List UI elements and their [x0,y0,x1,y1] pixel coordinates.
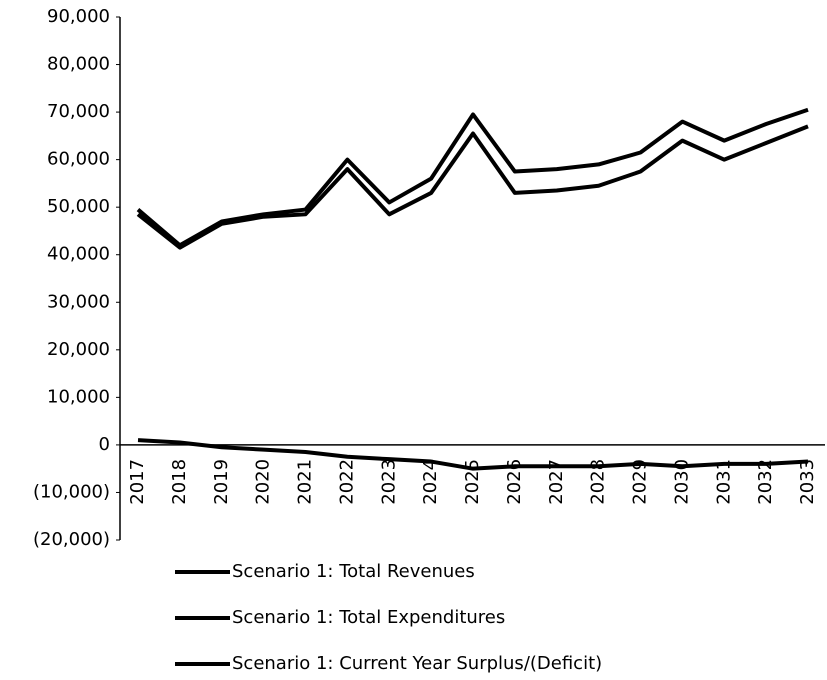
legend-label: Scenario 1: Current Year Surplus/(Defici… [232,653,602,674]
x-tick-label: 2018 [169,459,190,505]
x-tick-label: 2030 [671,459,692,505]
y-tick-label: (10,000) [33,481,110,502]
x-tick-label: 2017 [127,459,148,505]
y-tick-label: 40,000 [47,244,110,265]
legend-label: Scenario 1: Total Expenditures [232,607,505,628]
x-tick-label: 2019 [211,459,232,505]
x-tick-label: 2022 [336,459,357,505]
x-tick-label: 2032 [755,459,776,505]
legend-label: Scenario 1: Total Revenues [232,561,475,582]
x-tick-label: 2020 [253,459,274,505]
y-tick-label: 10,000 [47,386,110,407]
x-tick-label: 2026 [504,459,525,505]
x-tick-label: 2021 [295,459,316,505]
series-line [136,124,809,250]
y-tick-label: 90,000 [47,6,110,27]
x-tick-label: 2027 [546,459,567,505]
series-line [136,107,809,248]
y-tick-label: 0 [99,434,110,455]
y-tick-label: (20,000) [33,529,110,550]
y-tick-label: 60,000 [47,149,110,170]
x-tick-label: 2028 [588,459,609,505]
x-tick-label: 2024 [420,459,441,505]
y-tick-label: 30,000 [47,291,110,312]
y-tick-label: 70,000 [47,101,110,122]
y-tick-label: 80,000 [47,54,110,75]
y-tick-label: 20,000 [47,339,110,360]
series-line [137,438,809,471]
x-tick-label: 2033 [797,459,818,505]
y-tick-label: 50,000 [47,196,110,217]
x-tick-label: 2029 [630,459,651,505]
x-tick-label: 2023 [378,459,399,505]
x-tick-label: 2031 [713,459,734,505]
